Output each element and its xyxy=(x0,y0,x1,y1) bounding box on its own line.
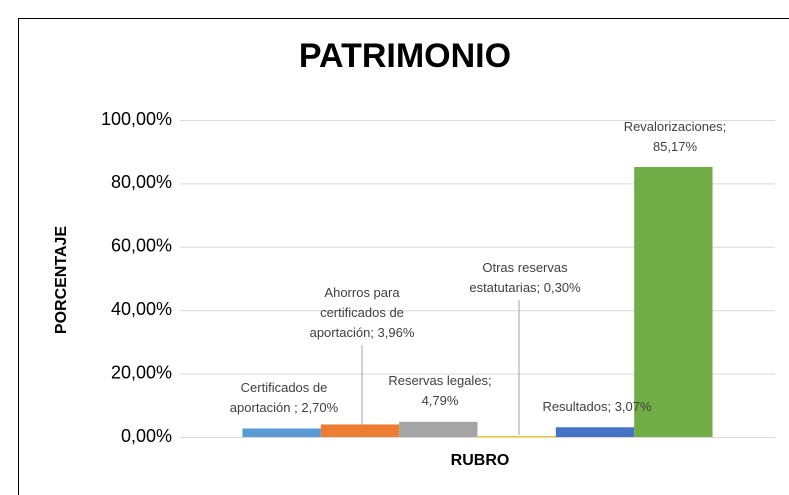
y-tick-label: 20,00% xyxy=(111,362,172,382)
data-label: Revalorizaciones; 85,17% xyxy=(623,119,727,154)
data-label: Resultados; 3,07% xyxy=(542,399,652,414)
y-tick-label: 60,00% xyxy=(111,236,172,256)
bar xyxy=(634,167,713,437)
y-tick-label: 100,00% xyxy=(101,109,172,129)
bar xyxy=(320,424,400,437)
y-tick-label: 0,00% xyxy=(121,426,172,446)
y-tick-label: 80,00% xyxy=(111,172,172,192)
y-tick-label: 40,00% xyxy=(111,299,172,319)
chart-title: PATRIMONIO xyxy=(299,37,511,75)
y-axis-title: PORCENTAJE xyxy=(53,226,70,334)
data-label: Reservas legales; 4,79% xyxy=(388,373,492,408)
bar xyxy=(399,421,478,437)
data-label: Certificados de aportación ; 2,70% xyxy=(229,380,339,415)
data-label: Ahorros para certificados de aportación;… xyxy=(309,285,415,340)
bar xyxy=(477,436,556,437)
x-axis-title: RUBRO xyxy=(451,452,510,469)
data-label: Otras reservas estatutarias; 0,30% xyxy=(469,260,581,295)
bar xyxy=(242,428,321,437)
bar xyxy=(555,427,635,437)
